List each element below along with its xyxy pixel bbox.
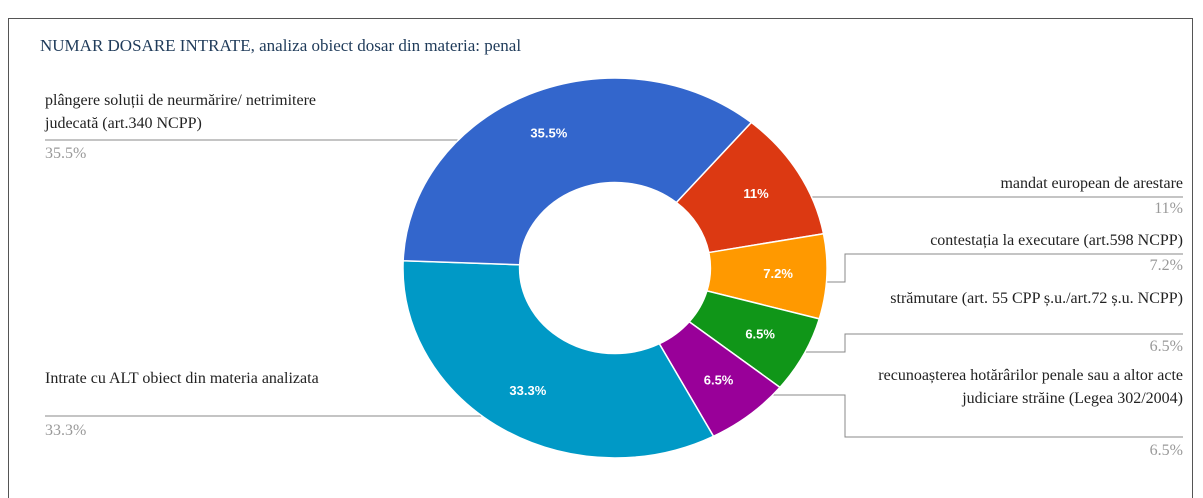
slice-name: plângere soluții de neurmărire/ netrimit… bbox=[45, 92, 316, 132]
slice-label: 35.5% bbox=[530, 126, 567, 141]
slice-name: recunoașterea hotărârilor penale sau a a… bbox=[878, 367, 1183, 407]
slice-name: strămutare (art. 55 CPP ș.u./art.72 ș.u.… bbox=[890, 290, 1183, 307]
slice-percent: 6.5% bbox=[1149, 338, 1183, 355]
leader-line bbox=[775, 253, 1183, 283]
slice-name: Intrate cu ALT obiect din materia analiz… bbox=[45, 370, 319, 387]
chart-title: NUMAR DOSARE INTRATE, analiza obiect dos… bbox=[40, 36, 522, 55]
slice-label: 6.5% bbox=[745, 326, 775, 341]
slice-label: 7.2% bbox=[763, 266, 793, 281]
slice-label: 11% bbox=[743, 186, 769, 201]
slice-percent: 6.5% bbox=[1149, 442, 1183, 459]
leader-line bbox=[745, 394, 1183, 438]
slice bbox=[402, 77, 753, 266]
slice-percent: 7.2% bbox=[1149, 257, 1183, 274]
slice-percent: 35.5% bbox=[45, 145, 87, 162]
slice-name: contestația la executare (art.598 NCPP) bbox=[930, 232, 1183, 249]
frame bbox=[8, 18, 1193, 498]
slice-label: 33.3% bbox=[509, 383, 546, 398]
slice-percent: 11% bbox=[1154, 200, 1183, 217]
slice bbox=[402, 259, 715, 459]
slice-label: 6.5% bbox=[704, 373, 734, 388]
leader-line bbox=[785, 333, 1183, 353]
slice-name: mandat european de arestare bbox=[1000, 175, 1183, 192]
slice-percent: 33.3% bbox=[45, 422, 87, 439]
